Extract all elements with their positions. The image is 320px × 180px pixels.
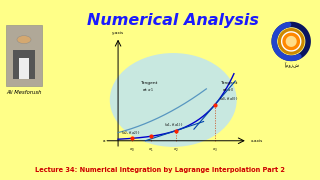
- Text: Lecture 34: Numerical Integration by Lagrange Interpolation Part 2: Lecture 34: Numerical Integration by Lag…: [35, 167, 285, 173]
- Text: $(x_2,f(x_2))$: $(x_2,f(x_2))$: [121, 129, 140, 137]
- Polygon shape: [277, 27, 305, 56]
- Text: x-axis: x-axis: [251, 139, 263, 143]
- Polygon shape: [271, 22, 311, 61]
- Text: $x_2$: $x_2$: [173, 147, 179, 154]
- Text: y-axis: y-axis: [112, 31, 124, 35]
- Text: آموزش: آموزش: [284, 62, 299, 68]
- Text: Ali Mesforush: Ali Mesforush: [6, 90, 42, 95]
- Polygon shape: [282, 33, 300, 50]
- FancyBboxPatch shape: [19, 58, 29, 79]
- Text: $x_3$: $x_3$: [212, 147, 218, 154]
- Circle shape: [110, 53, 237, 147]
- Text: Tangent
at $x_1$: Tangent at $x_1$: [140, 81, 157, 94]
- Polygon shape: [278, 28, 305, 55]
- Text: $(x_0,f(x_0))$: $(x_0,f(x_0))$: [219, 95, 238, 103]
- Text: a: a: [103, 139, 106, 143]
- FancyBboxPatch shape: [6, 25, 42, 86]
- Circle shape: [17, 36, 31, 44]
- Text: $(x_1,f(x_1))$: $(x_1,f(x_1))$: [164, 122, 183, 129]
- Text: Tangent
at $x_0$: Tangent at $x_0$: [220, 81, 237, 94]
- Polygon shape: [281, 31, 301, 52]
- Text: $x_0$: $x_0$: [129, 147, 135, 154]
- Polygon shape: [286, 36, 297, 47]
- Text: Numerical Analysis: Numerical Analysis: [87, 13, 259, 28]
- FancyBboxPatch shape: [13, 50, 35, 79]
- Text: $x_1$: $x_1$: [148, 147, 154, 154]
